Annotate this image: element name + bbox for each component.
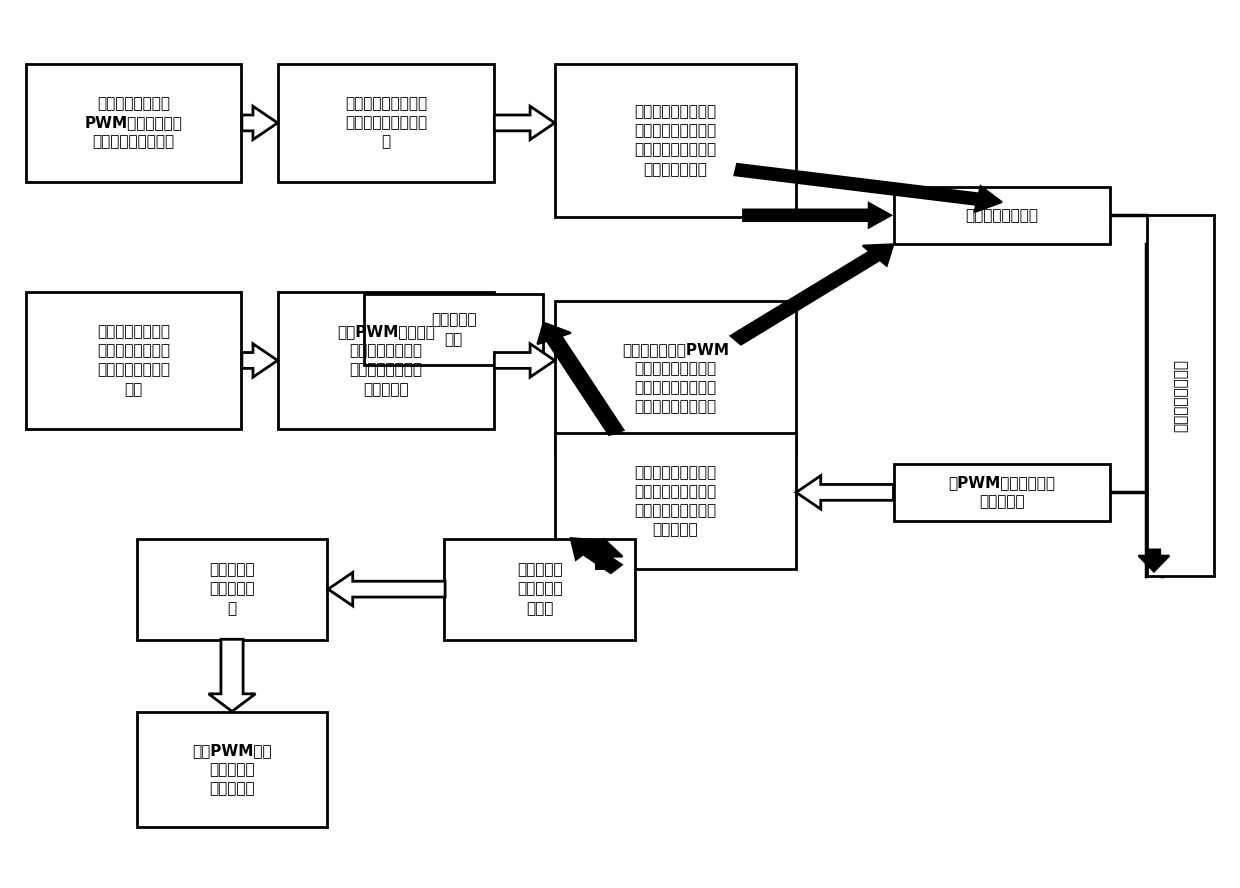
Polygon shape	[242, 344, 278, 377]
Text: 输入电机存储模块: 输入电机存储模块	[965, 208, 1038, 223]
Text: 正常状态下，堵塞
出风口截面积，保
持出风口风量始终
不变: 正常状态下，堵塞 出风口截面积，保 持出风口风量始终 不变	[97, 324, 170, 397]
Text: 无堵塞正常
运行: 无堵塞正常 运行	[432, 313, 476, 346]
Polygon shape	[1138, 550, 1169, 572]
Polygon shape	[570, 538, 621, 573]
Bar	[894, 464, 1110, 521]
Polygon shape	[495, 344, 554, 377]
Bar	[278, 292, 494, 429]
Polygon shape	[208, 639, 255, 711]
Text: 调节PWM占空
比，使得出
风量稳定。: 调节PWM占空 比，使得出 风量稳定。	[192, 742, 272, 797]
Polygon shape	[734, 164, 1002, 212]
Bar	[278, 64, 494, 182]
Text: 浮动PWM占空比，
检测不同情况下的
转速，电流，截面
积大小数据: 浮动PWM占空比， 检测不同情况下的 转速，电流，截面 积大小数据	[337, 324, 435, 397]
Bar	[136, 538, 327, 639]
Text: 将转速，电流，出风
量与堵塞截面积的关
系，拟合出三条无调
速基准参考曲线: 将转速，电流，出风 量与堵塞截面积的关 系，拟合出三条无调 速基准参考曲线	[635, 104, 717, 177]
Text: 有堵塞，判
断此时的堵
塞比例: 有堵塞，判 断此时的堵 塞比例	[517, 562, 563, 616]
Bar	[1147, 215, 1214, 576]
Bar	[26, 292, 242, 429]
Text: 风量恒定系统控制: 风量恒定系统控制	[1173, 359, 1188, 432]
Bar	[556, 64, 796, 218]
Bar	[136, 712, 327, 827]
Bar	[444, 538, 635, 639]
Polygon shape	[730, 244, 894, 345]
Text: 将转速，电流，PWM
占空比与堵塞截面积
的关系，拟合出三条
恒风量调节基准曲线: 将转速，电流，PWM 占空比与堵塞截面积 的关系，拟合出三条 恒风量调节基准曲线	[622, 342, 729, 415]
Polygon shape	[537, 322, 624, 435]
Polygon shape	[585, 539, 622, 569]
Text: 查阅恒风量
调节基准曲
线: 查阅恒风量 调节基准曲 线	[210, 562, 255, 616]
Text: 将PWM占空比设定为
正常初始值: 将PWM占空比设定为 正常初始值	[949, 475, 1055, 510]
Text: 正常状态下，保持
PWM占空比不变，
堵塞出风口截面积。: 正常状态下，保持 PWM占空比不变， 堵塞出风口截面积。	[84, 96, 182, 149]
Bar	[556, 433, 796, 569]
Polygon shape	[329, 573, 445, 606]
Polygon shape	[796, 476, 894, 509]
Polygon shape	[743, 203, 892, 227]
Bar	[556, 301, 796, 455]
Bar	[365, 295, 543, 365]
Text: 检测不同情况下的转
速，电流，出风量数
据: 检测不同情况下的转 速，电流，出风量数 据	[345, 96, 427, 149]
Polygon shape	[242, 107, 278, 139]
Bar	[894, 186, 1110, 244]
Polygon shape	[495, 107, 554, 139]
Bar	[26, 64, 242, 182]
Text: 检测转速，电流，查
阅存储模块无调速基
准曲线，得出出风口
是否堵塞。: 检测转速，电流，查 阅存储模块无调速基 准曲线，得出出风口 是否堵塞。	[635, 465, 717, 537]
